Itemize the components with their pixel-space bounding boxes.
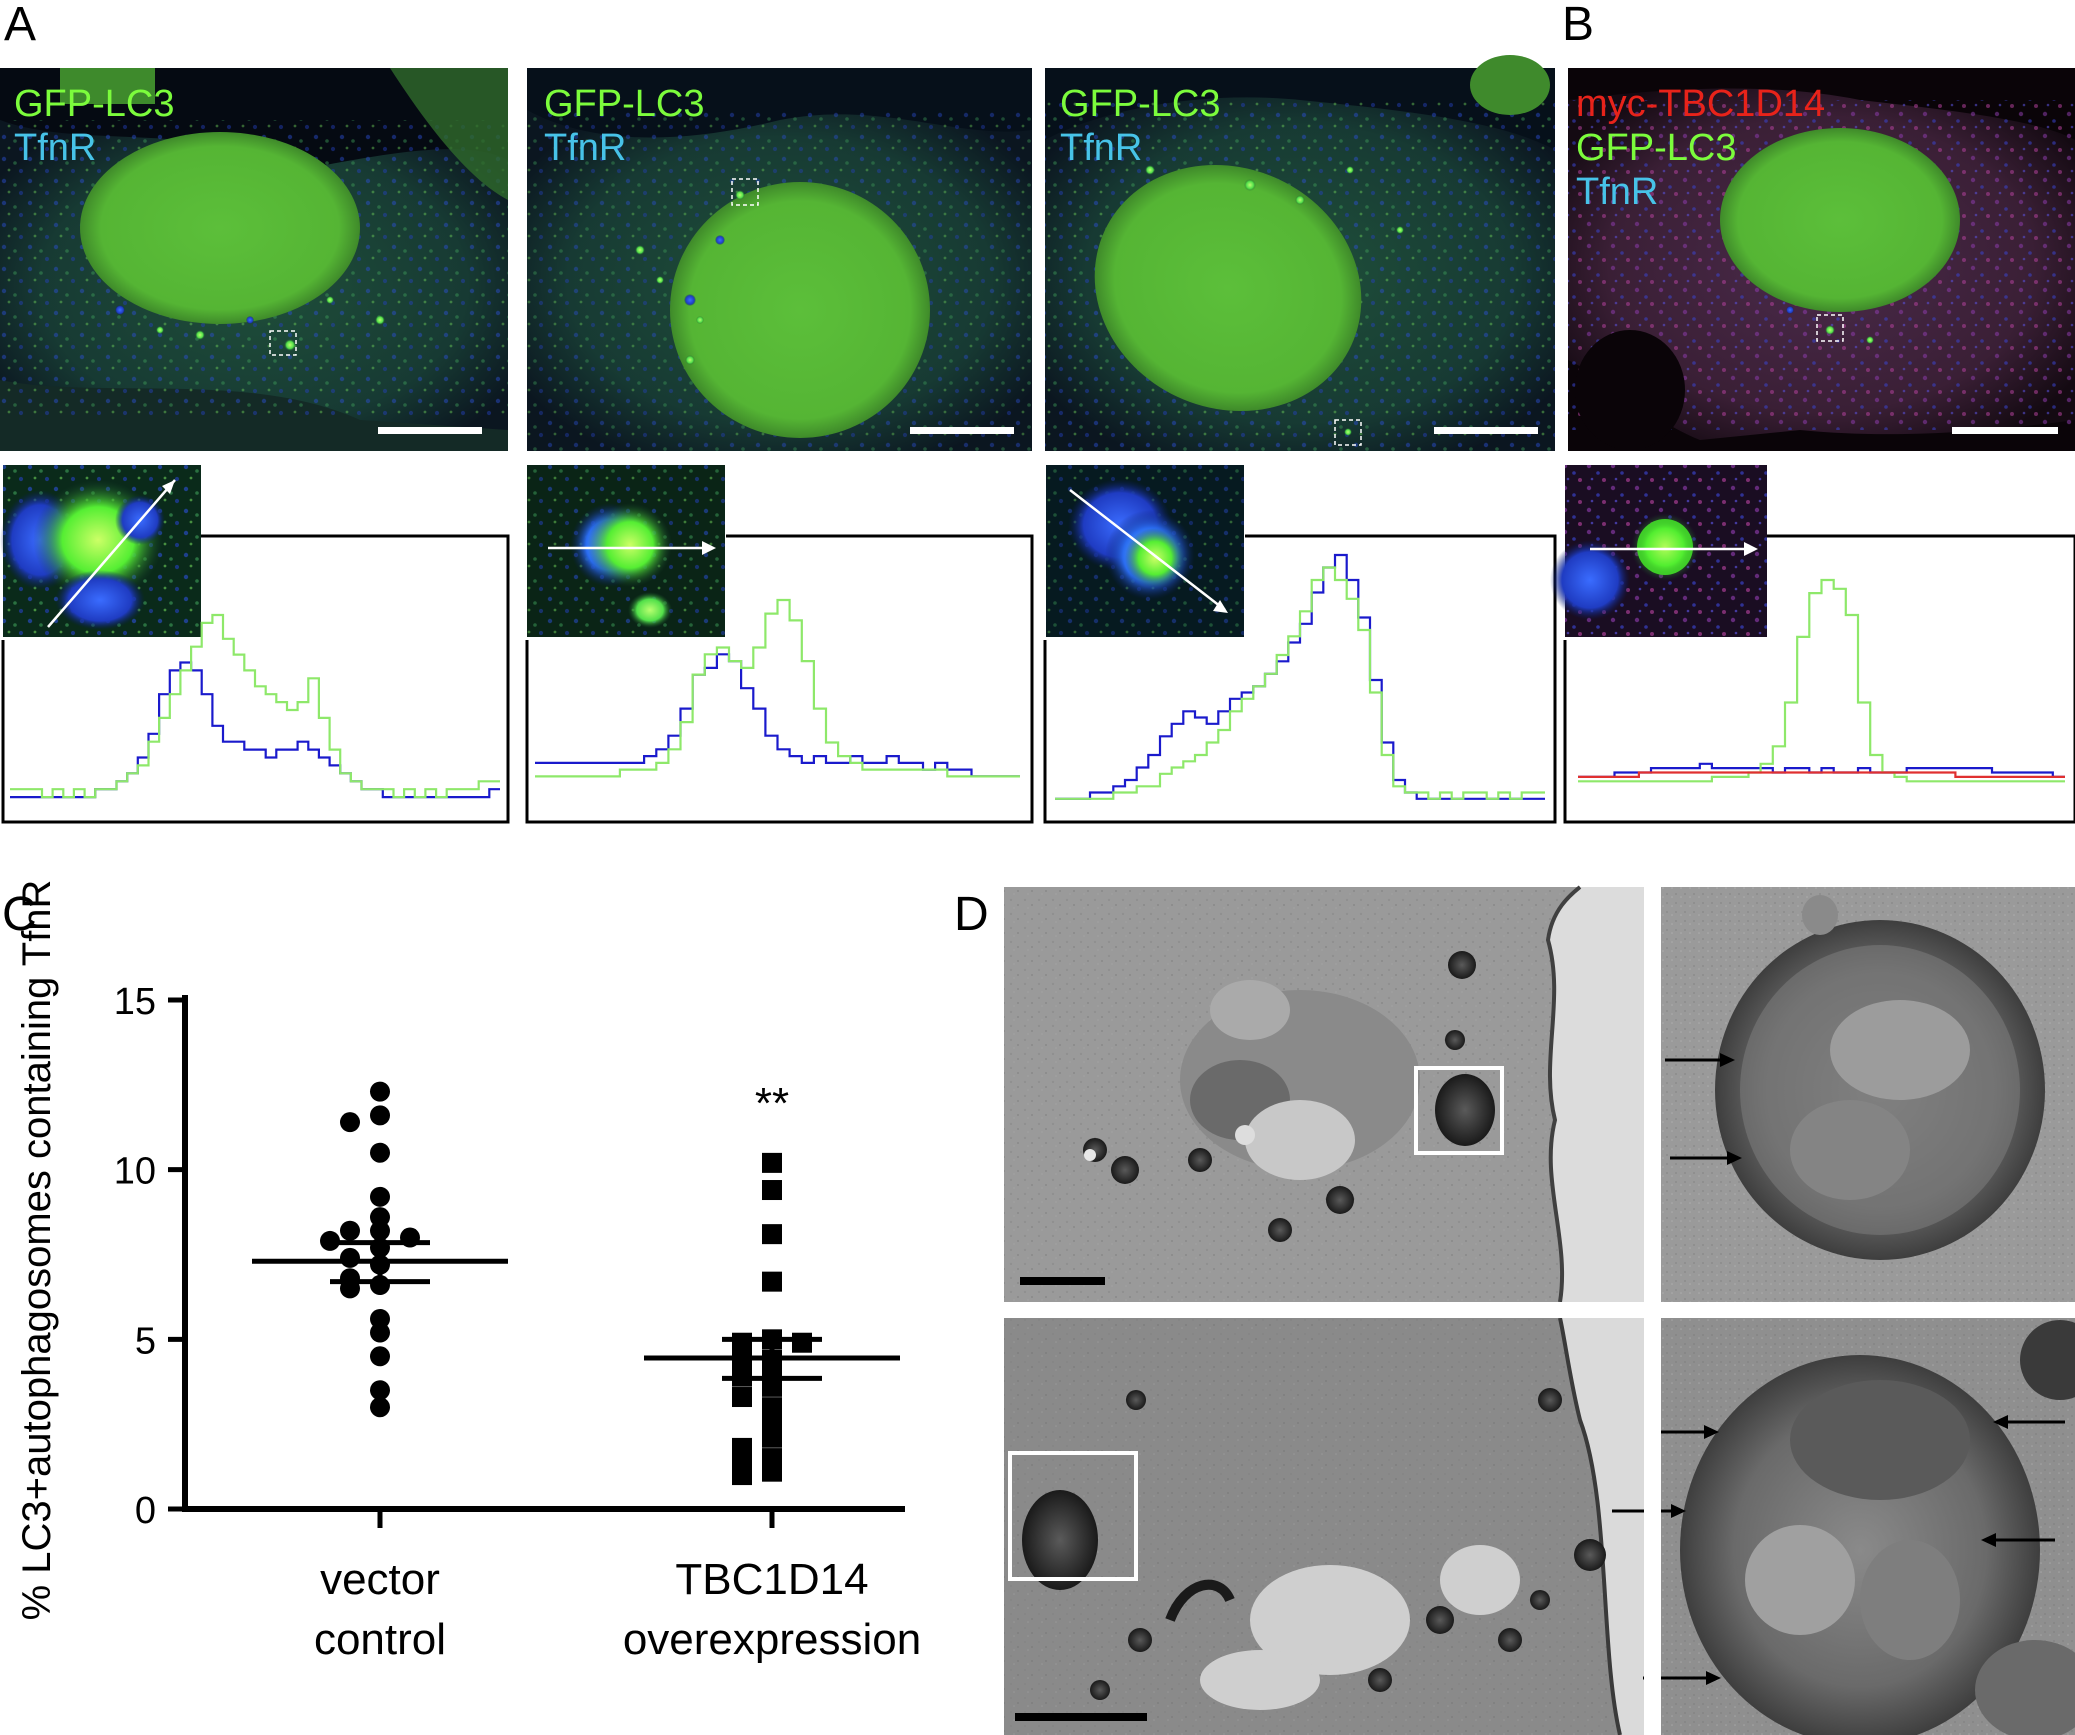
label-tfnr: TfnR [544,127,626,169]
profile-box-a2 [525,534,1034,824]
data-point [370,1397,390,1418]
label-gfp-lc3: GFP-LC3 [1060,83,1220,125]
micrograph-a1: GFP-LC3 TfnR [0,68,508,451]
profile-trace-red [1578,771,2065,778]
profile-plot-b [1578,578,2065,783]
em-micrograph-top-left [1004,885,1644,1303]
data-point [370,1380,390,1401]
data-point [762,1152,782,1173]
profile-box-a3 [1043,534,1557,824]
profile-trace-green [10,613,500,799]
data-point [762,1427,782,1448]
data-point [370,1220,390,1241]
arrow-icon [1671,1504,1686,1518]
data-point [762,1180,782,1201]
profile-trace-green [1055,566,1545,800]
y-tick-label: 15 [114,981,156,1023]
panel-letter-c: C [2,888,37,941]
data-point [762,1224,782,1245]
label-gfp-lc3: GFP-LC3 [1576,127,1736,169]
label-myc-tbc1d14: myc-TBC1D14 [1576,83,1825,125]
arrow-icon [1727,1151,1742,1165]
data-point [340,1220,360,1241]
y-tick-label: 10 [114,1151,156,1193]
data-point [370,1346,390,1367]
data-point [370,1142,390,1163]
profile-box-a1 [1,534,510,824]
data-point [762,1397,782,1418]
data-point [732,1465,752,1486]
micrograph-a2: GFP-LC3 TfnR [527,68,1032,451]
data-point [370,1186,390,1207]
profile-box-b [1563,534,2075,824]
em-micrograph-bottom-left [1004,1317,1644,1735]
panel-letter-b: B [1562,0,1594,51]
profile-trace-blue [535,653,1020,778]
inset-a3 [1046,465,1244,637]
y-tick-label: 0 [135,1490,156,1532]
label-tfnr: TfnR [1060,127,1142,169]
y-tick-label: 5 [135,1320,156,1362]
profile-trace-blue [1578,762,2065,778]
x-tick-label: vector control [314,1555,446,1664]
data-point [340,1247,360,1268]
profile-plot-a3 [1055,553,1545,800]
data-point [792,1332,812,1353]
label-gfp-lc3: GFP-LC3 [544,83,704,125]
y-axis-title: % LC3+autophagosomes containing TfnR [15,880,59,1621]
data-point [370,1322,390,1343]
label-gfp-lc3: GFP-LC3 [14,83,174,125]
data-point [340,1112,360,1133]
inset-a1 [0,465,201,637]
arrow-icon [1720,1053,1735,1067]
data-point [370,1081,390,1102]
arrow-icon [1704,1425,1719,1439]
panel-letter-d: D [954,888,989,941]
arrow-icon [1706,1671,1721,1685]
profile-trace-green [1578,578,2065,783]
data-point [762,1461,782,1482]
arrow-icon [1993,1415,2008,1429]
label-tfnr: TfnR [14,127,96,169]
data-point [732,1437,752,1458]
x-tick-label: TBC1D14 overexpression [623,1555,921,1664]
micrograph-b: myc-TBC1D14 GFP-LC3 TfnR [1568,68,2075,451]
data-point [732,1387,752,1408]
em-micrograph-bottom-right [1612,1318,2075,1735]
profile-plot-a2 [535,598,1020,778]
arrow-icon [1981,1533,1996,1547]
data-point [370,1105,390,1126]
profile-plot-a1 [10,613,500,799]
inset-a2 [527,465,725,637]
inset-b [1550,465,1767,637]
profile-trace-green [535,598,1020,778]
em-micrograph-top-right [1661,887,2075,1302]
scatter-chart-c: 0 5 10 15 vector control TBC1D14 overexpressio… [15,880,921,1664]
significance-marker: ** [755,1079,789,1128]
data-point [762,1271,782,1292]
label-tfnr: TfnR [1576,171,1658,213]
data-point [762,1376,782,1397]
panel-letter-a: A [4,0,36,51]
micrograph-a3: GFP-LC3 TfnR [1045,55,1555,452]
